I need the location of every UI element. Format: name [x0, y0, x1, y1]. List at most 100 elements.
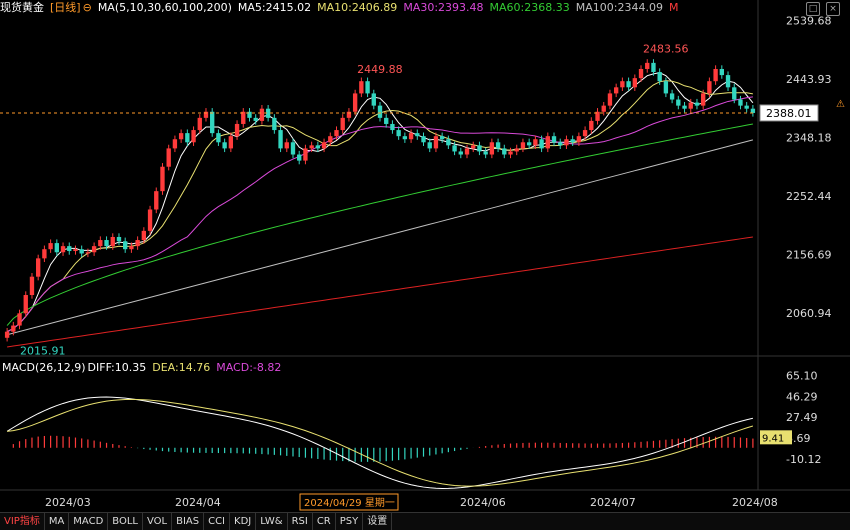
toolbar-item-3[interactable]: BOLL [108, 513, 143, 530]
macd-current-box [760, 430, 792, 445]
restore-icon[interactable]: □ [806, 2, 820, 16]
candle-body [477, 145, 482, 152]
candle-body [738, 99, 743, 106]
macd-tick-label: 46.29 [786, 390, 818, 403]
candle-body [352, 93, 358, 112]
ma5-value: MA5:2415.02 [237, 1, 312, 14]
candle-body [334, 130, 339, 137]
candle-body [11, 325, 16, 332]
toolbar-item-7[interactable]: KDJ [230, 513, 257, 530]
toolbar-item-6[interactable]: CCI [204, 513, 231, 530]
candle-body [415, 133, 420, 137]
candle-body [458, 151, 463, 155]
candle-body [551, 136, 557, 143]
annotation-high-2: 2483.56 [643, 43, 689, 56]
candle-body [595, 111, 600, 121]
x-axis-label: 2024/04 [175, 496, 221, 509]
candle-body [564, 139, 569, 146]
candle-body [502, 148, 507, 155]
candle-body [489, 142, 495, 155]
close-icon[interactable]: × [826, 2, 840, 16]
ma10-value: MA10:2406.89 [317, 1, 398, 14]
candle-body [54, 243, 60, 253]
candle-body [234, 123, 240, 137]
ma30-line [6, 96, 753, 333]
price-chart[interactable]: 2539.68 2443.93 2348.18 2252.44 2156.69 2060.… [0, 0, 850, 512]
candle-body [315, 145, 321, 149]
candle-body [321, 142, 327, 149]
candle-body [645, 62, 650, 69]
candle-body [166, 148, 171, 167]
candle-body [160, 166, 165, 192]
toolbar-item-5[interactable]: BIAS [172, 513, 205, 530]
current-price-label: 2388.01 [766, 107, 812, 120]
candle-body [526, 142, 532, 146]
candle-body [396, 130, 401, 137]
candle-body [359, 81, 364, 94]
toolbar-item-2[interactable]: MACD [69, 513, 109, 530]
candle-body [365, 81, 370, 94]
candle-body [265, 108, 271, 118]
candle-body [110, 236, 115, 247]
candle-body [626, 81, 631, 88]
candle-body [104, 240, 109, 247]
candle-body [725, 75, 731, 88]
candle-body [340, 117, 345, 131]
candle-body [147, 209, 153, 231]
candle-body [508, 151, 513, 155]
candle-body [85, 252, 91, 254]
candle-body [303, 148, 308, 161]
candle-body [17, 313, 22, 326]
toolbar-item-0[interactable]: VIP指标 [0, 513, 45, 530]
candle-body [682, 105, 687, 109]
candle-body [309, 145, 314, 149]
candle-body [129, 246, 134, 250]
toolbar-item-4[interactable]: VOL [143, 513, 173, 530]
candle-body [60, 246, 66, 253]
toolbar-item-9[interactable]: RSI [288, 513, 313, 530]
ma100-value: MA100:2344.09 [575, 1, 663, 14]
candle-body [216, 133, 221, 143]
macd-tick-label: 27.49 [786, 411, 818, 424]
price-tick-label: 2443.93 [786, 73, 832, 86]
macd-params: MACD(26,12,9) [2, 361, 86, 374]
candle-body [663, 81, 669, 94]
x-axis-label: 2024/07 [590, 496, 636, 509]
candle-body [533, 139, 538, 146]
candle-body [253, 117, 258, 121]
price-tick-label: 2348.18 [786, 131, 832, 144]
toolbar-item-1[interactable]: MA [45, 513, 70, 530]
toolbar-item-11[interactable]: PSY [336, 513, 364, 530]
candle-body [297, 154, 302, 161]
macd-tick-label: 8.69 [786, 432, 811, 445]
candle-body [713, 68, 718, 82]
candle-body [67, 246, 72, 252]
candle-body [719, 68, 724, 76]
candle-body [558, 142, 563, 146]
candle-body [514, 148, 519, 152]
dea-line [7, 398, 754, 487]
candle-body [210, 111, 215, 134]
candle-body [676, 99, 681, 106]
candle-body [446, 139, 451, 146]
candle-body [73, 249, 78, 252]
settings-icon[interactable]: ⊖ [82, 1, 92, 14]
candle-body [178, 133, 184, 140]
price-tick-label: 2539.68 [786, 14, 832, 27]
toolbar-item-10[interactable]: CR [313, 513, 336, 530]
candle-body [377, 105, 383, 118]
candle-body [123, 241, 128, 250]
candle-body [346, 111, 352, 118]
price-tick-label: 2060.94 [786, 307, 832, 320]
ma-params: MA(5,10,30,60,100,200) [97, 1, 232, 14]
toolbar-item-8[interactable]: LW& [256, 513, 288, 530]
candle-body [241, 111, 246, 124]
price-tick-label: 2156.69 [786, 248, 832, 261]
candle-body [582, 130, 588, 137]
candle-body [607, 93, 613, 106]
candle-body [228, 136, 234, 149]
macd-current-label: 9.41 [762, 433, 784, 444]
period-label[interactable]: [日线] [50, 1, 81, 14]
current-price-box [759, 104, 819, 122]
toolbar-item-12[interactable]: 设置 [363, 513, 393, 530]
